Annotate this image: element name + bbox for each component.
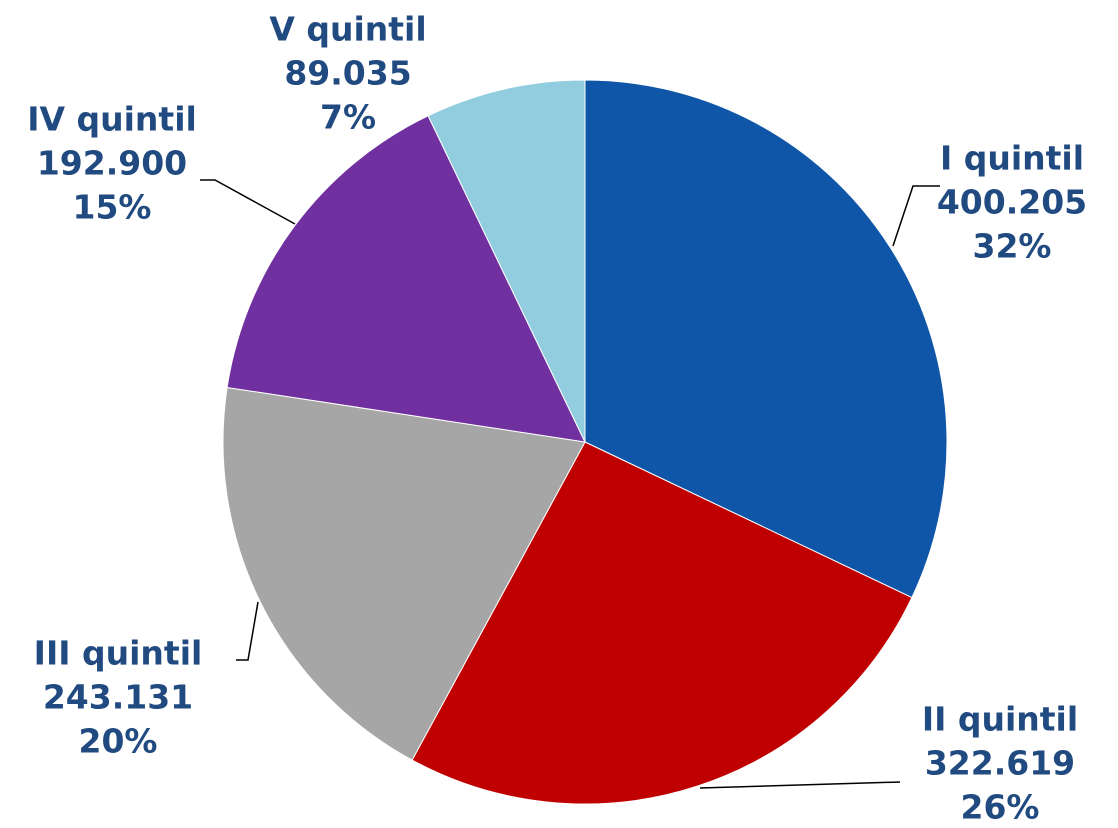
leader-line (699, 781, 901, 789)
slice-percent-label: 15% (73, 188, 152, 227)
leader-line (236, 601, 259, 661)
slice-value-label: 89.035 (284, 54, 411, 93)
slice-percent-label: 7% (320, 98, 376, 137)
slice-percent-label: 20% (79, 722, 158, 761)
pie-slice (226, 115, 586, 443)
pie-slice (584, 79, 948, 599)
slice-percent-label: 32% (973, 227, 1052, 266)
slice-label: I quintil (940, 139, 1084, 178)
slice-label: V quintil (269, 10, 426, 49)
slice-label: IV quintil (27, 100, 197, 139)
slice-label: II quintil (922, 700, 1078, 739)
slice-value-label: 322.619 (925, 744, 1075, 783)
slice-value-label: 243.131 (43, 678, 193, 717)
pie-slice (427, 79, 586, 443)
leader-line (200, 179, 296, 225)
slice-value-label: 400.205 (937, 183, 1087, 222)
slice-value-label: 192.900 (37, 144, 187, 183)
pie-slice (222, 386, 586, 761)
pie-slice (411, 441, 913, 805)
leader-line (892, 185, 940, 247)
slice-label: III quintil (34, 634, 203, 673)
slice-percent-label: 26% (961, 788, 1040, 827)
